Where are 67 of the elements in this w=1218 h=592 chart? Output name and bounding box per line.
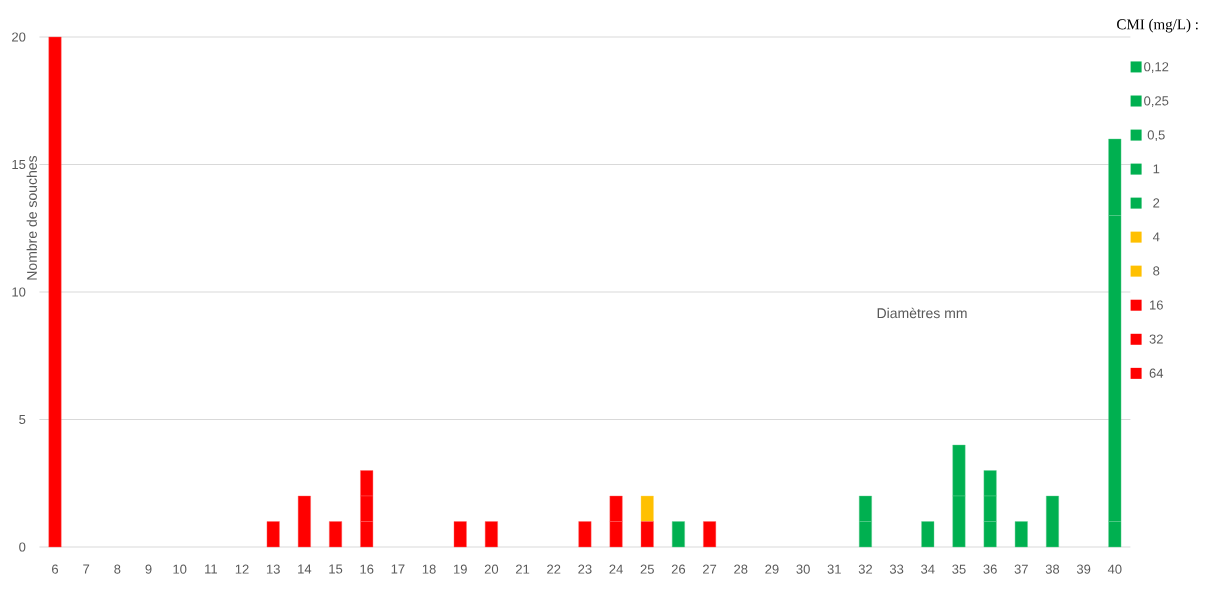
y-tick-label: 10	[12, 287, 26, 297]
x-tick-label: 21	[516, 564, 530, 574]
x-tick-label: 36	[983, 564, 997, 574]
x-tick-label: 25	[640, 564, 654, 574]
x-tick-label: 32	[858, 564, 873, 574]
legend-label: 8	[1153, 266, 1160, 276]
legend-label: 0,25	[1144, 96, 1169, 107]
legend-label: 0,5	[1147, 130, 1165, 142]
legend-label: 64	[1149, 368, 1164, 378]
x-tick-label: 31	[827, 564, 841, 574]
x-tick-label: 38	[1045, 564, 1060, 574]
x-tick-label: 10	[173, 564, 187, 574]
x-tick-label: 23	[578, 564, 592, 574]
x-tick-label: 30	[796, 564, 810, 574]
x-tick-label: 39	[1076, 564, 1091, 574]
bar	[453, 521, 467, 548]
x-tick-label: 18	[422, 564, 436, 574]
x-tick-label: 9	[145, 564, 152, 574]
legend-label: 2	[1153, 198, 1160, 208]
bar	[640, 521, 654, 548]
x-tick-label: 7	[83, 564, 90, 574]
bar	[297, 495, 311, 548]
x-tick-label: 28	[734, 564, 748, 574]
y-tick-label: 15	[12, 159, 26, 170]
y-tick-label: 0	[19, 542, 26, 552]
bar	[1046, 495, 1059, 548]
x-tick-label: 16	[360, 564, 374, 574]
x-tick-label: 12	[235, 564, 249, 574]
x-tick-label: 29	[765, 564, 779, 574]
x-tick-label: 26	[671, 564, 686, 574]
bar	[48, 36, 62, 548]
x-tick-label: 35	[952, 564, 966, 574]
y-axis-title: Nombre de souches	[26, 155, 37, 280]
x-tick-label: 37	[1014, 564, 1028, 574]
bar	[578, 521, 592, 548]
bar	[1014, 521, 1028, 548]
legend-label: 16	[1150, 300, 1163, 310]
x-tick-label: 15	[329, 564, 343, 574]
bar	[703, 521, 717, 548]
x-tick-label: 17	[391, 564, 405, 574]
legend-title: CMI (mg/L) :	[1117, 18, 1198, 33]
x-tick-label: 22	[547, 564, 561, 574]
x-tick-label: 33	[889, 564, 904, 574]
legend-label: 4	[1152, 232, 1160, 242]
x-tick-label: 14	[298, 564, 312, 574]
x-tick-label: 20	[484, 564, 499, 574]
x-tick-label: 40	[1107, 564, 1122, 574]
bar	[671, 521, 685, 548]
bar	[329, 521, 342, 548]
bar	[640, 495, 654, 522]
bar	[484, 521, 498, 548]
legend-label: 32	[1149, 334, 1163, 344]
bar	[266, 521, 280, 548]
x-tick-label: 19	[453, 564, 467, 574]
x-tick-label: 34	[921, 564, 935, 574]
bar	[921, 521, 935, 548]
x-tick-label: 27	[703, 564, 717, 574]
y-tick-label: 5	[19, 414, 26, 425]
y-tick-label: 20	[12, 32, 26, 42]
x-tick-label: 24	[609, 564, 623, 574]
x-tick-label: 8	[114, 564, 121, 574]
x-tick-label: 11	[205, 564, 217, 574]
legend-label: 0,12	[1144, 62, 1169, 73]
x-tick-label: 13	[266, 564, 280, 574]
x-axis-title: Diamètres mm	[877, 307, 967, 319]
x-tick-label: 6	[52, 564, 59, 574]
legend-label: 1	[1153, 164, 1160, 174]
